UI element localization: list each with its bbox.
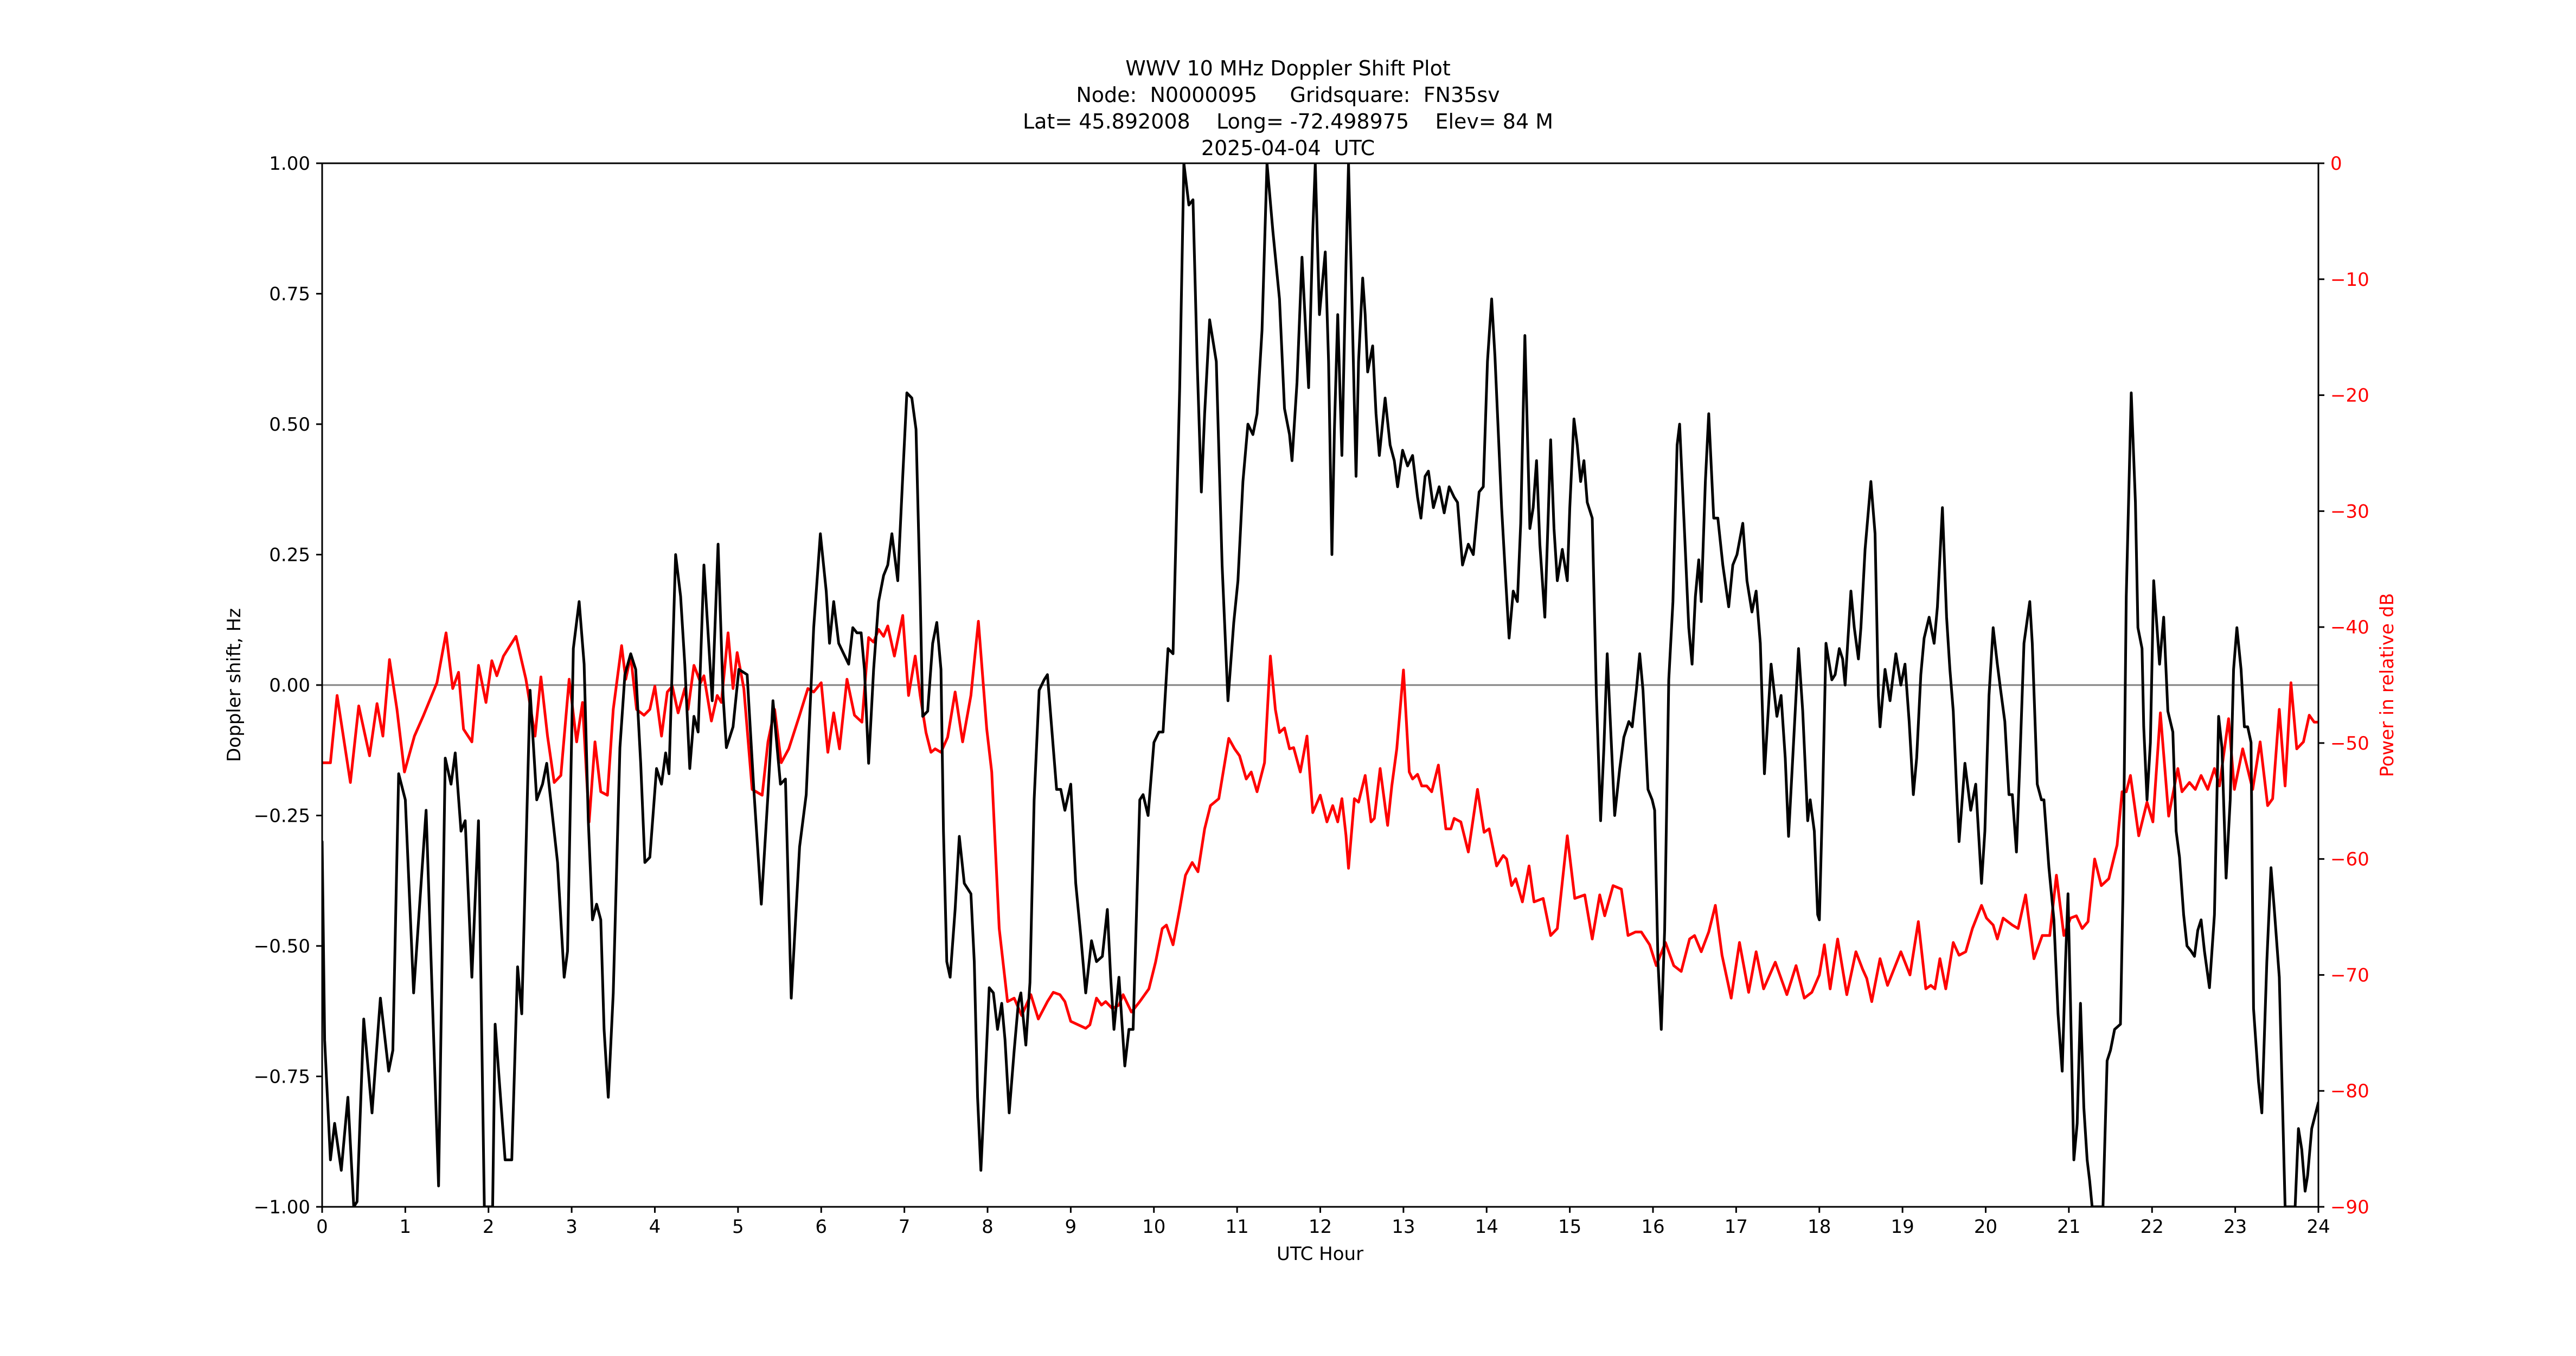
x-tick-label: 19 [1891,1216,1914,1238]
x-tick-label: 22 [2141,1216,2164,1238]
doppler-series-line [322,163,2318,1207]
title-line-node: Node: N0000095 Gridsquare: FN35sv [1076,83,1500,107]
title-line-location: Lat= 45.892008 Long= -72.498975 Elev= 84… [1022,110,1554,133]
x-tick-label: 3 [566,1216,578,1238]
x-tick-label: 6 [815,1216,827,1238]
x-tick-label: 1 [400,1216,412,1238]
y-right-tick-label: −40 [2330,617,2369,638]
y-tick-label: −0.75 [254,1066,310,1088]
y-right-tick-label: 0 [2330,153,2342,175]
y-right-tick-label: −90 [2330,1197,2369,1218]
y-right-tick-label: −60 [2330,849,2369,871]
x-tick-label: 18 [1808,1216,1831,1238]
x-tick-label: 5 [732,1216,744,1238]
chart-title: WWV 10 MHz Doppler Shift Plot Node: N000… [0,55,2576,162]
x-tick-label: 23 [2223,1216,2247,1238]
x-tick-label: 13 [1392,1216,1415,1238]
x-tick-label: 17 [1725,1216,1748,1238]
x-tick-label: 15 [1558,1216,1581,1238]
y-axis-left-label: Doppler shift, Hz [223,608,245,762]
y-right-tick-label: −70 [2330,964,2369,986]
x-tick-label: 9 [1065,1216,1077,1238]
y-right-tick-label: −20 [2330,385,2369,407]
x-axis: 0 1 2 3 4 5 6 7 8 9 10 11 12 13 14 15 16 17 18 19 20 21 22 23 24 [316,1207,2330,1238]
y-tick-label: 0.00 [269,675,310,696]
title-line-plot-name: WWV 10 MHz Doppler Shift Plot [1125,56,1451,80]
x-tick-label: 11 [1225,1216,1248,1238]
y-tick-label: −0.25 [254,805,310,827]
y-right-tick-label: −80 [2330,1080,2369,1102]
y-tick-label: 0.75 [269,284,310,305]
x-tick-label: 20 [1974,1216,1997,1238]
power-series-line [322,614,2318,1030]
y-axis-right-label: Power in relative dB [2376,593,2398,777]
x-tick-label: 10 [1142,1216,1165,1238]
title-line-date: 2025-04-04 UTC [1201,136,1375,160]
x-tick-label: 2 [483,1216,495,1238]
x-tick-label: 16 [1641,1216,1664,1238]
x-tick-label: 8 [982,1216,994,1238]
x-tick-label: 14 [1475,1216,1498,1238]
x-tick-label: 21 [2057,1216,2080,1238]
y-right-tick-label: −50 [2330,733,2369,754]
x-tick-label: 0 [316,1216,328,1238]
y-tick-label: 1.00 [269,153,310,175]
y-tick-label: 0.25 [269,545,310,566]
y-tick-label: 0.50 [269,414,310,436]
y-axis-left: 1.00 0.75 0.50 0.25 0.00 −0.25 −0.50 −0.75 −1.00 [254,153,322,1218]
x-tick-label: 4 [649,1216,661,1238]
y-right-tick-label: −30 [2330,501,2369,522]
y-tick-label: −1.00 [254,1197,310,1218]
x-tick-label: 12 [1309,1216,1332,1238]
y-right-tick-label: −10 [2330,269,2369,291]
y-tick-label: −0.50 [254,936,310,957]
x-tick-label: 24 [2306,1216,2330,1238]
x-tick-label: 7 [899,1216,911,1238]
x-axis-label: UTC Hour [1276,1243,1364,1265]
y-axis-right: 0 −10 −20 −30 −40 −50 −60 −70 −80 −90 [2318,153,2369,1218]
series-layer [322,163,2318,1207]
